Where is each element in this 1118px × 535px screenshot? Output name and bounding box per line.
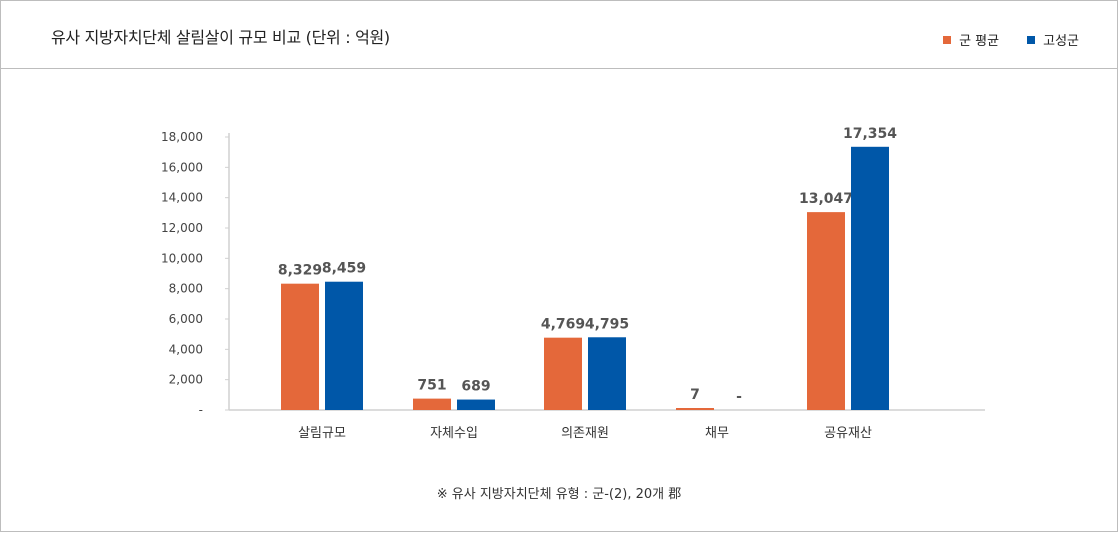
x-tick-label: 자체수입: [430, 426, 478, 441]
y-tick-label: 14,000: [161, 191, 203, 205]
chart-area: - 2,000 4,000 6,000 8,000 10,000 12,000 14,000 1…: [1, 69, 1117, 531]
bar-average: [544, 337, 582, 410]
y-tick-label: 2,000: [169, 373, 203, 387]
data-label: 4,795: [585, 316, 629, 332]
data-label: -: [736, 389, 742, 405]
y-tick-label: 12,000: [161, 221, 203, 235]
data-label: 8,329: [278, 263, 322, 279]
bar-chart: - 2,000 4,000 6,000 8,000 10,000 12,000 14,000 1…: [161, 126, 985, 441]
y-tick-label: 8,000: [169, 282, 203, 296]
footnote: ※ 유사 지방자치단체 유형 : 군-(2), 20개 郡: [436, 487, 682, 502]
legend-item-goseong: 고성군: [1027, 30, 1079, 49]
chart-header: 유사 지방자치단체 살림살이 규모 비교 (단위 : 억원) 군 평균 고성군: [1, 1, 1117, 69]
bar-goseong: [325, 281, 363, 410]
bar-goseong: [851, 146, 889, 410]
y-tick-label: 4,000: [169, 342, 203, 356]
bar-average: [281, 283, 319, 410]
bar-average: [807, 212, 845, 410]
x-tick-label: 살림규모: [298, 426, 346, 441]
legend-swatch-average: [943, 35, 952, 44]
data-label: 13,047: [799, 191, 853, 207]
legend-label-goseong: 고성군: [1043, 34, 1079, 49]
legend: 군 평균 고성군: [943, 30, 1079, 49]
bar-average: [676, 408, 714, 410]
legend-item-average: 군 평균: [943, 30, 999, 49]
bar-goseong: [588, 337, 626, 410]
data-label: 4,769: [541, 317, 585, 333]
y-tick-label: -: [199, 403, 203, 417]
x-tick-label: 채무: [705, 426, 729, 441]
bar-average: [413, 398, 451, 410]
y-tick-label: 18,000: [161, 130, 203, 144]
legend-swatch-goseong: [1027, 35, 1036, 44]
bar-goseong: [457, 399, 495, 410]
x-tick-label: 공유재산: [824, 426, 872, 441]
y-tick-label: 16,000: [161, 160, 203, 174]
legend-label-average: 군 평균: [959, 34, 1000, 49]
x-tick-label: 의존재원: [561, 426, 609, 441]
data-label: 17,354: [843, 126, 897, 142]
data-label: 7: [690, 387, 700, 403]
data-label: 689: [461, 379, 490, 395]
chart-title: 유사 지방자치단체 살림살이 규모 비교 (단위 : 억원): [51, 28, 390, 47]
y-tick-label: 10,000: [161, 251, 203, 265]
data-label: 751: [417, 378, 446, 394]
data-label: 8,459: [322, 261, 366, 277]
y-tick-label: 6,000: [169, 312, 203, 326]
